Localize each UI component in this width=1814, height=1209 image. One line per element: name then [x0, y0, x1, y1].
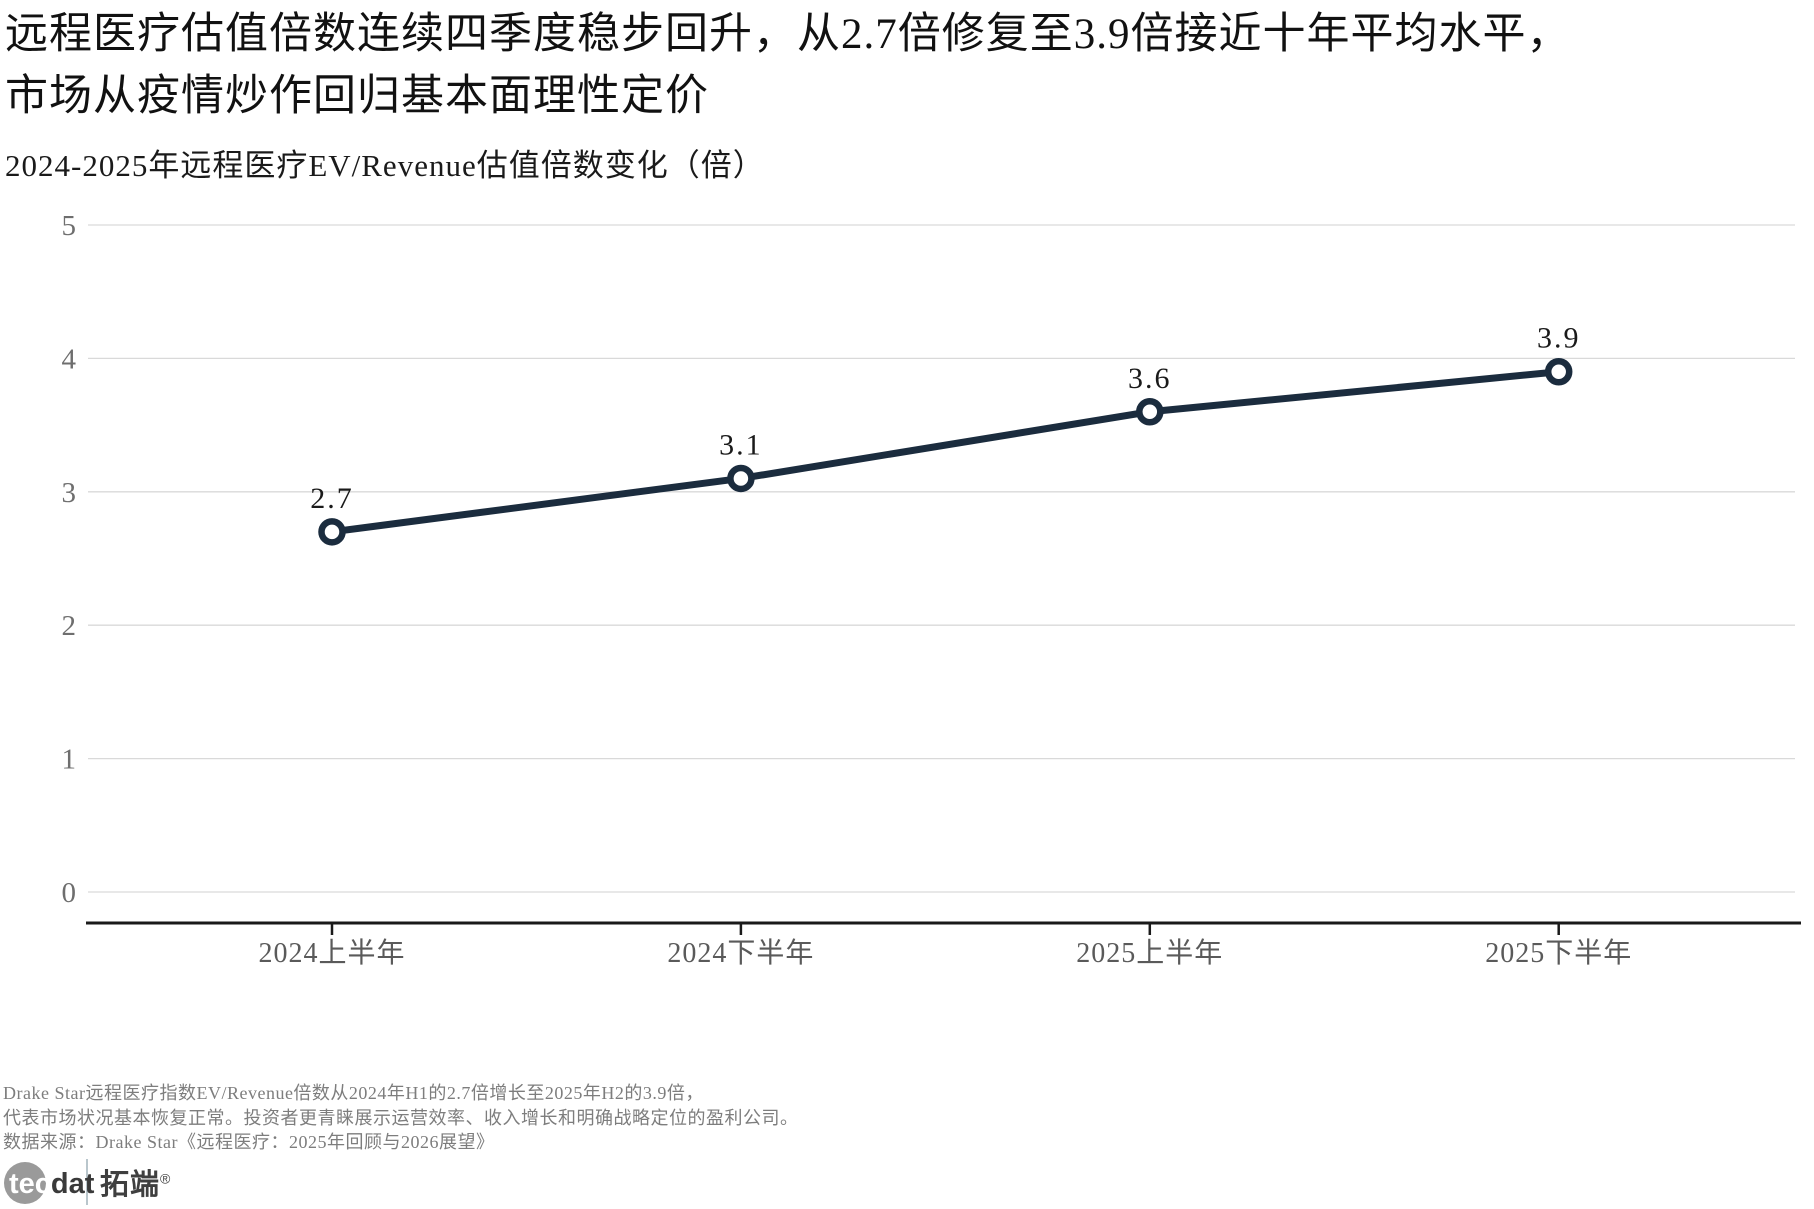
y-axis-tick-label-4: 4	[62, 343, 77, 375]
y-axis-tick-label-3: 3	[62, 477, 77, 509]
tecdat-logo-wordmark: tecdat	[9, 1168, 94, 1201]
tecdat-logo-mark: tecdat	[4, 1159, 94, 1205]
data-source-line: 数据来源：Drake Star《远程医疗：2025年回顾与2026展望》	[3, 1132, 495, 1152]
tecdat-logo-dat: dat	[50, 1168, 95, 1200]
x-axis-label-1: 2024下半年	[667, 937, 814, 969]
series-line	[328, 368, 1563, 536]
data-point-label-1: 3.1	[719, 428, 763, 461]
footnote-line1: Drake Star远程医疗指数EV/Revenue倍数从2024年H1的2.7…	[3, 1083, 704, 1103]
data-point-label-3: 3.9	[1537, 322, 1581, 355]
x-axis-label-0: 2024上半年	[258, 937, 405, 969]
y-axis-tick-label-5: 5	[62, 210, 77, 242]
chart-header: 远程医疗估值倍数连续四季度稳步回升，从2.7倍修复至3.9倍接近十年平均水平， …	[5, 4, 1795, 185]
data-point-marker-0[interactable]	[318, 518, 346, 546]
data-point-marker-1[interactable]	[727, 464, 755, 493]
tuoduan-brand-name: 拓端®	[100, 1161, 171, 1203]
tecdat-logo: tecdat 拓端®	[4, 1157, 171, 1207]
y-axis-tick-label-1: 1	[62, 744, 77, 776]
tecdat-logo-tec: tec	[9, 1168, 51, 1200]
chart-title-line1: 远程医疗估值倍数连续四季度稳步回升，从2.7倍修复至3.9倍接近十年平均水平，	[5, 11, 1571, 58]
footnote-line2: 代表市场状况基本恢复正常。投资者更青睐展示运营效率、收入增长和明确战略定位的盈利…	[3, 1107, 799, 1128]
logo-divider	[86, 1159, 88, 1205]
x-axis-label-3: 2025下半年	[1485, 937, 1632, 969]
data-point-label-2: 3.6	[1128, 362, 1172, 395]
chart-title-line2: 市场从疫情炒作回归基本面理性定价	[5, 73, 709, 120]
x-axis-label-2: 2025上半年	[1076, 937, 1223, 969]
registered-trademark-icon: ®	[160, 1170, 172, 1187]
data-point-marker-2[interactable]	[1136, 398, 1164, 426]
tecdat-logo-circle-icon	[4, 1162, 46, 1204]
y-axis-tick-label-0: 0	[62, 877, 77, 909]
data-point-label-0: 2.7	[310, 482, 354, 515]
data-point-marker-3[interactable]	[1544, 357, 1573, 386]
chart-subtitle: 2024-2025年远程医疗EV/Revenue估值倍数变化（倍）	[5, 148, 765, 183]
chart-footnotes: Drake Star远程医疗指数EV/Revenue倍数从2024年H1的2.7…	[3, 1081, 799, 1155]
y-axis-tick-label-2: 2	[62, 610, 77, 642]
tuoduan-text: 拓端	[100, 1169, 161, 1201]
